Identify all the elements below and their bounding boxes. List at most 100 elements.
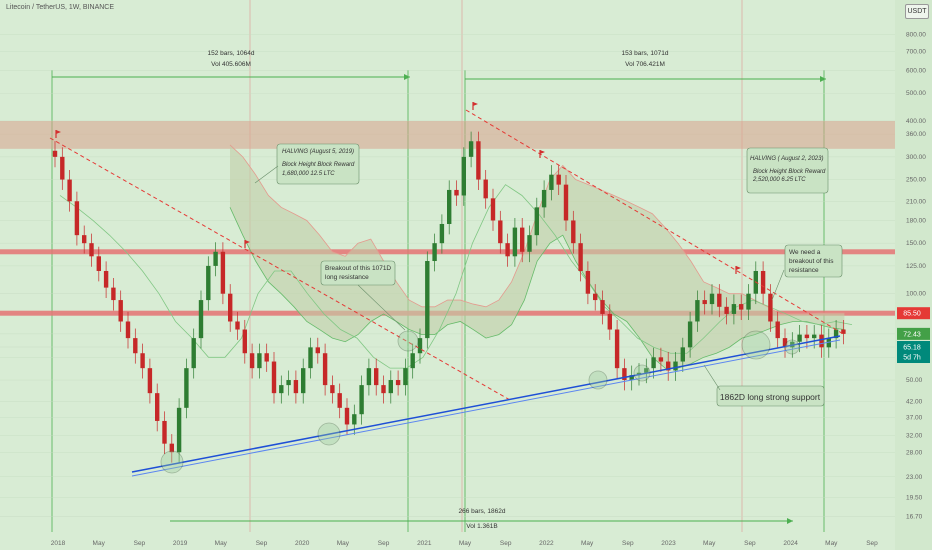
price-label: 5d 7h bbox=[903, 355, 921, 362]
price-axis: 800.00 700.00 600.00 500.00 400.00 360.00 300.… bbox=[895, 0, 932, 550]
halving-columns: Block Height Block Reward bbox=[282, 162, 355, 168]
halving-note-2019 bbox=[276, 143, 360, 185]
symbol-title: Litecoin / TetherUS, 1W, BINANCE bbox=[6, 4, 115, 11]
measure-arrow-3-head bbox=[787, 518, 793, 524]
candle-body bbox=[819, 334, 824, 348]
measure-label-vol: Vol 706.421M bbox=[625, 61, 665, 68]
price-axis-tick: 180.00 bbox=[906, 217, 926, 224]
time-axis-label: May bbox=[93, 540, 106, 547]
resistance-note-label: resistance bbox=[789, 267, 819, 274]
note-pointer bbox=[357, 284, 406, 331]
candle-body bbox=[520, 227, 525, 252]
flag-cloth bbox=[56, 130, 61, 134]
downtrend-line-1 bbox=[49, 137, 511, 401]
candle-body bbox=[337, 393, 342, 408]
candle-body bbox=[432, 243, 437, 262]
touch-circle bbox=[588, 370, 608, 390]
candle-body bbox=[782, 338, 788, 348]
touch-circle bbox=[160, 450, 184, 474]
candle-body bbox=[242, 329, 247, 354]
candle-body bbox=[666, 361, 671, 371]
candle-body bbox=[206, 265, 211, 301]
price-label-box bbox=[897, 327, 930, 340]
candle-body bbox=[89, 243, 94, 257]
note-pointer bbox=[254, 165, 279, 184]
measure-label-bars: 266 bars, 1862d bbox=[459, 508, 506, 515]
touch-circle bbox=[633, 364, 651, 382]
time-axis-label: 2019 bbox=[173, 540, 188, 547]
candle-body bbox=[162, 420, 167, 444]
candle-body bbox=[220, 251, 226, 294]
support-line-secondary bbox=[131, 339, 841, 477]
time-axis-label: Sep bbox=[256, 540, 268, 547]
candle-body bbox=[556, 174, 561, 185]
candle-body bbox=[403, 368, 408, 386]
halving-title: HALVING ( August 2, 2023) bbox=[750, 156, 823, 162]
halving-values: 1,680,000 12.5 LTC bbox=[282, 171, 335, 177]
candle-body bbox=[330, 385, 335, 394]
candle-body bbox=[768, 293, 773, 322]
resistance-note bbox=[784, 244, 843, 278]
candle-body bbox=[169, 443, 174, 453]
time-axis-label: 2020 bbox=[295, 540, 310, 547]
candle-body bbox=[614, 329, 620, 369]
candle-body bbox=[731, 304, 737, 314]
touch-circle bbox=[317, 422, 341, 446]
halving-flag-icon bbox=[735, 266, 741, 274]
candle-body bbox=[352, 414, 357, 425]
candle-body bbox=[746, 293, 751, 310]
time-axis-label: Sep bbox=[866, 540, 878, 547]
price-axis-tick: 32.00 bbox=[906, 433, 923, 440]
candle-body bbox=[147, 368, 153, 394]
halving-note-2023 bbox=[746, 147, 829, 194]
candle-body bbox=[687, 321, 693, 348]
price-axis-tick: 700.00 bbox=[906, 48, 926, 55]
candle-body bbox=[388, 380, 393, 394]
price-axis-tick: 23.00 bbox=[906, 474, 923, 481]
candles bbox=[52, 131, 846, 463]
candle-body bbox=[680, 347, 685, 362]
candle-body bbox=[709, 293, 715, 305]
price-axis-tick: 360.00 bbox=[906, 131, 926, 138]
halving-columns: Block Height Block Reward bbox=[753, 169, 826, 175]
candle-body bbox=[505, 243, 510, 257]
price-axis-tick: 37.00 bbox=[906, 415, 923, 422]
candle-body bbox=[198, 300, 204, 339]
time-axis-label: 2023 bbox=[661, 540, 676, 547]
price-label-box bbox=[897, 307, 930, 320]
candle-body bbox=[301, 368, 306, 394]
candle-body bbox=[52, 150, 58, 157]
price-label: 85.50 bbox=[903, 311, 921, 318]
candle-body bbox=[717, 293, 722, 307]
candle-body bbox=[118, 300, 123, 322]
candle-body bbox=[60, 156, 65, 180]
candle-body bbox=[271, 361, 277, 394]
candle-body bbox=[578, 243, 583, 271]
currency-badge[interactable]: USDT bbox=[905, 4, 929, 19]
candle-body bbox=[74, 201, 80, 236]
resistance-line bbox=[0, 249, 895, 255]
candle-body bbox=[739, 304, 744, 310]
price-axis-tick: 125.00 bbox=[906, 263, 926, 270]
support-label: 1862D long strong support bbox=[720, 392, 821, 402]
candle-body bbox=[140, 353, 145, 369]
candle-body bbox=[359, 385, 364, 415]
candle-body bbox=[191, 338, 196, 369]
price-axis-tick: 16.70 bbox=[906, 514, 923, 521]
candle-body bbox=[833, 329, 839, 339]
price-axis-tick: 250.00 bbox=[906, 177, 926, 184]
candle-body bbox=[213, 251, 218, 266]
price-axis-tick: 28.00 bbox=[906, 449, 923, 456]
ichimoku-cloud bbox=[230, 144, 845, 369]
candle-body bbox=[366, 368, 372, 386]
time-axis-label: 2021 bbox=[417, 540, 432, 547]
note-pointer bbox=[703, 364, 721, 391]
candle-body bbox=[447, 189, 452, 224]
flag-cloth bbox=[736, 266, 741, 270]
measure-label-bars: 152 bars, 1064d bbox=[208, 50, 255, 57]
candle-body bbox=[702, 300, 707, 305]
time-axis-label: May bbox=[215, 540, 228, 547]
candle-body bbox=[571, 220, 576, 244]
candle-body bbox=[512, 227, 518, 257]
